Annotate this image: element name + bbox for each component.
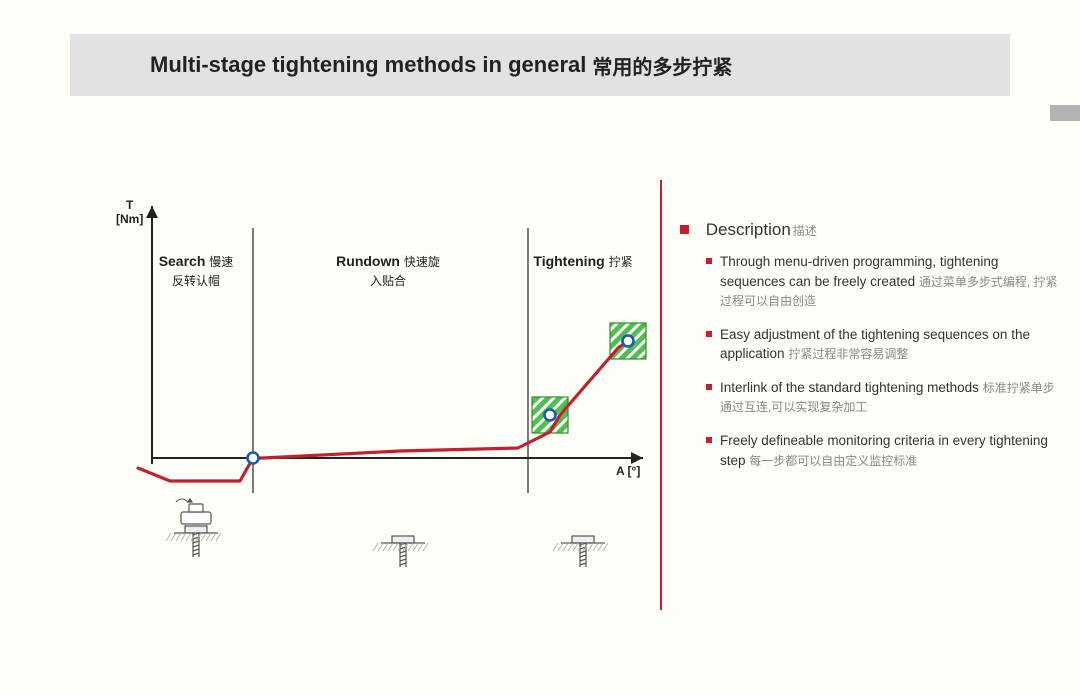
bullet-icon [680,225,689,234]
bullet-icon [706,384,712,390]
description-header: Description描述 [680,220,1060,240]
phase-label: Search 慢速反转认帽 [141,252,251,289]
title-zh: 常用的多步拧紧 [592,51,732,80]
bullet-en: Interlink of the standard tightening met… [720,380,979,395]
desc-header-en: Description [706,220,791,239]
description-list: Through menu-driven programming, tighten… [706,252,1060,470]
phase-label: Tightening 拧紧 [528,252,638,271]
bullet-icon [706,437,712,443]
decoration-strip [1050,105,1080,121]
title-en: Multi-stage tightening methods in genera… [150,52,586,78]
title-bar: Multi-stage tightening methods in genera… [70,34,1010,96]
vertical-separator [660,180,662,610]
description-item: Freely defineable monitoring criteria in… [706,431,1060,470]
phase-en: Rundown [336,253,400,269]
desc-header-zh: 描述 [793,224,817,238]
x-axis-label: A [°] [616,464,640,478]
stage-chart: T [Nm] A [°] Search 慢速反转认帽 Rundown 快速旋入贴合… [118,198,648,588]
description-item: Easy adjustment of the tightening sequen… [706,325,1060,364]
bullet-zh: 每一步都可以自由定义监控标准 [749,454,917,468]
phase-en: Tightening [533,253,604,269]
phase-zh: 拧紧 [609,255,633,269]
bullet-zh: 拧紧过程非常容易调整 [788,347,908,361]
slide: Multi-stage tightening methods in genera… [0,0,1080,694]
bullet-icon [706,331,712,337]
description-item: Interlink of the standard tightening met… [706,378,1060,417]
description-panel: Description描述 Through menu-driven progra… [680,220,1060,484]
phase-en: Search [159,253,206,269]
description-item: Through menu-driven programming, tighten… [706,252,1060,311]
y-axis-label: T [Nm] [116,198,143,226]
bullet-icon [706,258,712,264]
phase-label: Rundown 快速旋入贴合 [333,252,443,289]
